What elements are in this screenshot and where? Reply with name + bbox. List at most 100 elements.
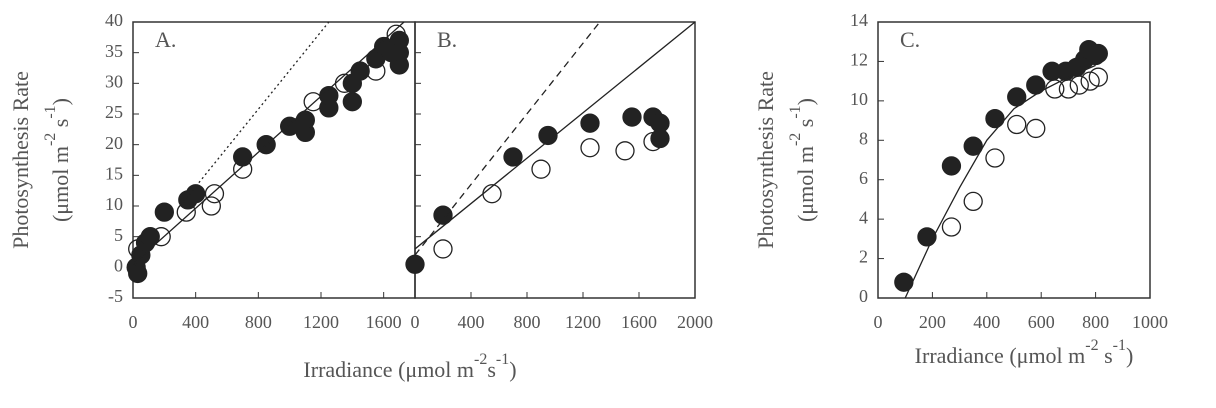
x-axis-label-part: ) [509, 357, 516, 382]
y-axis-unit-part: -1 [787, 105, 804, 118]
x-tick-label: 1600 [366, 312, 402, 332]
y-tick-label: 6 [859, 168, 868, 188]
open-point [941, 217, 962, 237]
x-tick-label: 400 [973, 312, 1000, 332]
open-point [580, 138, 600, 158]
filled-point [538, 125, 558, 146]
fit-line [132, 21, 405, 265]
plot-frame [414, 21, 696, 299]
x-tick-label: 0 [411, 312, 420, 332]
filled-point [985, 108, 1005, 129]
y-tick-label: 4 [859, 207, 868, 227]
filled-point [580, 113, 600, 133]
open-point [1026, 118, 1046, 139]
filled-point [154, 202, 174, 222]
x-tick-label: 0 [129, 312, 138, 332]
y-axis-label: Photosynthesis Rate [8, 71, 33, 249]
y-tick-label: 14 [850, 10, 868, 30]
y-tick-label: 8 [859, 128, 868, 148]
fit-line [904, 64, 1096, 299]
x-tick-label: 2000 [677, 312, 713, 332]
filled-point [140, 227, 160, 247]
filled-point [503, 147, 523, 167]
y-tick-label: 10 [105, 194, 123, 214]
open-point [1058, 79, 1079, 99]
filled-point [295, 110, 315, 130]
y-tick-label: 20 [105, 133, 123, 153]
y-axis-unit-part: -2 [787, 133, 804, 146]
x-tick-label: 0 [874, 312, 883, 332]
fit-line [414, 21, 601, 256]
open-point [176, 202, 196, 222]
y-tick-label: 0 [114, 255, 123, 275]
x-tick-label: 400 [458, 312, 485, 332]
y-tick-label: 35 [105, 41, 123, 61]
x-tick-label: 800 [1082, 312, 1109, 332]
y-axis-unit-part: -1 [42, 105, 59, 118]
y-axis-label: Photosynthesis Rate [753, 71, 778, 249]
open-point [1069, 75, 1089, 95]
y-tick-label: 5 [114, 225, 123, 245]
x-axis-label-part: Irradiance (μmol m [303, 357, 474, 382]
panel-label: B. [437, 27, 457, 52]
filled-point [186, 184, 206, 204]
filled-point [941, 156, 962, 176]
open-point [1088, 67, 1108, 87]
x-axis-label-part: ) [1126, 343, 1133, 368]
y-tick-label: 40 [105, 10, 123, 30]
y-axis-unit: (μmol m-2 s-1) [42, 98, 73, 222]
y-axis-unit-part: s [793, 119, 818, 133]
x-tick-label: 600 [1028, 312, 1055, 332]
x-tick-label: 1600 [621, 312, 657, 332]
open-point [366, 61, 386, 81]
x-tick-label: 800 [514, 312, 541, 332]
x-axis-label-part: -1 [1113, 337, 1126, 354]
x-axis-label-part: s [1099, 343, 1113, 368]
filled-point [405, 254, 425, 274]
y-axis-unit-part: (μmol m [48, 146, 73, 222]
open-point [201, 196, 221, 216]
filled-point [389, 43, 409, 63]
y-axis-unit-part: -2 [42, 133, 59, 146]
y-axis-unit: (μmol m-2 s-1) [787, 98, 818, 222]
open-point [985, 148, 1005, 168]
x-tick-label: 200 [919, 312, 946, 332]
filled-point [1026, 75, 1046, 95]
open-point [615, 141, 635, 161]
panel-label: C. [900, 27, 920, 52]
x-tick-label: 400 [182, 312, 209, 332]
y-tick-label: 2 [859, 247, 868, 267]
filled-point [342, 92, 362, 112]
open-point [963, 191, 983, 212]
x-axis-label-part: -2 [474, 351, 487, 368]
x-axis-label-part: Irradiance (μmol m [915, 343, 1086, 368]
plot-frame [877, 21, 1151, 299]
y-tick-label: 30 [105, 71, 123, 91]
x-tick-label: 800 [245, 312, 272, 332]
y-axis-unit-part: ) [48, 98, 73, 105]
open-point [1007, 114, 1027, 135]
x-tick-label: 1000 [1132, 312, 1168, 332]
y-axis-unit-part: s [48, 119, 73, 133]
x-axis-label: Irradiance (μmol m-2s-1) [303, 351, 516, 382]
y-tick-label: 12 [850, 50, 868, 70]
x-axis-label: Irradiance (μmol m-2 s-1) [915, 337, 1134, 368]
open-point [482, 184, 502, 204]
x-tick-label: 1200 [565, 312, 601, 332]
y-tick-label: 0 [859, 286, 868, 306]
filled-point [128, 263, 148, 284]
open-point [128, 239, 148, 259]
filled-point [963, 136, 983, 156]
open-point [233, 159, 253, 179]
open-point [433, 239, 453, 259]
filled-point [1007, 87, 1027, 107]
open-point [386, 24, 406, 44]
y-axis-unit-part: (μmol m [793, 146, 818, 222]
open-point [303, 92, 323, 112]
x-axis-label-part: -1 [496, 351, 509, 368]
y-tick-label: -5 [108, 286, 123, 306]
open-point [151, 227, 171, 247]
fit-line [414, 21, 696, 250]
x-axis-label-part: -2 [1085, 337, 1098, 354]
open-point [531, 159, 551, 179]
